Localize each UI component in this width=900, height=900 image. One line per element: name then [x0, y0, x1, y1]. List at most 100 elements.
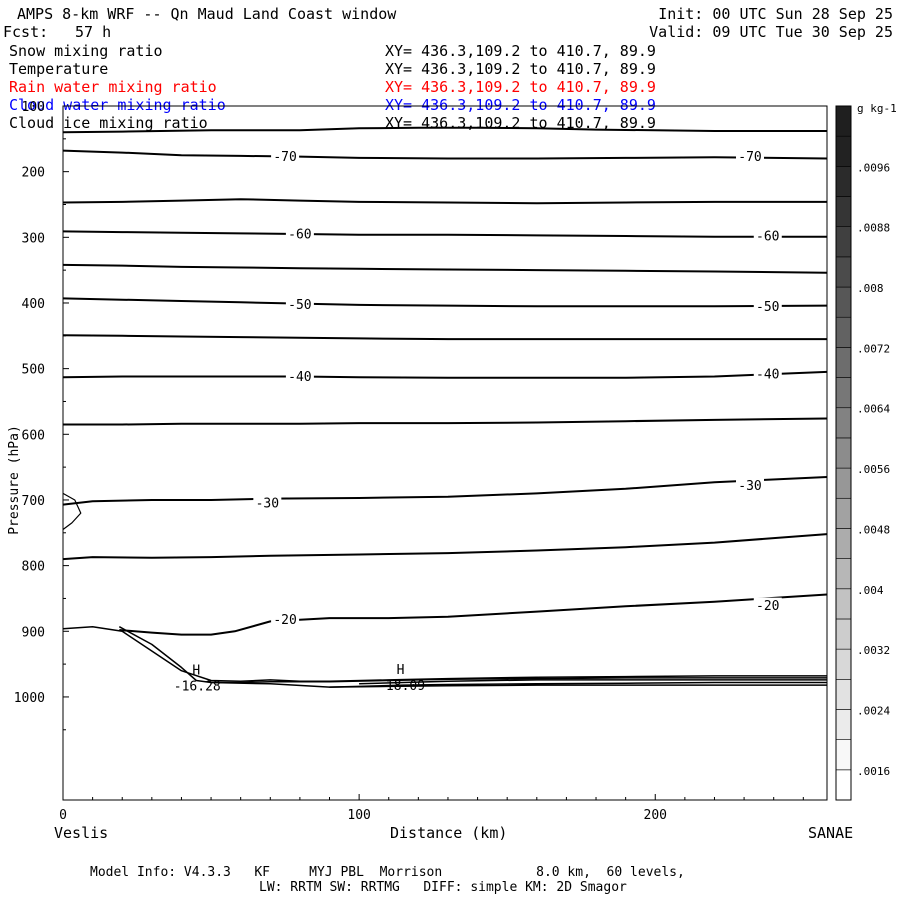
chart-title: AMPS 8-km WRF -- Qn Maud Land Coast wind… — [17, 5, 397, 23]
y-tick-label: 700 — [22, 494, 45, 509]
isotherm-line — [62, 149, 828, 160]
x-tick-label: 200 — [644, 808, 667, 823]
colorbar-segment — [835, 316, 852, 348]
high-value-label: -16.28 — [174, 679, 221, 694]
colorbar-segment — [835, 648, 852, 680]
contour-label-box — [285, 226, 314, 242]
colorbar-segment — [835, 709, 852, 740]
colorbar-segment — [835, 769, 852, 801]
forecast-label: Fcst: — [3, 23, 49, 41]
colorbar-tick-label: .0048 — [857, 523, 890, 536]
field-name: Cloud ice mixing ratio — [9, 114, 208, 132]
isotherm-line — [119, 593, 828, 636]
terrain-contour-line — [62, 625, 827, 682]
colorbar-tick-label: .0064 — [857, 403, 890, 416]
y-tick-label: 300 — [22, 231, 45, 246]
contour-label-box — [736, 148, 765, 164]
plot-frame — [62, 105, 828, 801]
x-tick-label: 100 — [347, 808, 370, 823]
isotherm-label: -70 — [738, 150, 761, 165]
colorbar-segment — [835, 437, 852, 469]
isotherm-line — [62, 334, 827, 341]
field-name: Rain water mixing ratio — [9, 78, 217, 96]
colorbar-tick-label: .0016 — [857, 765, 890, 778]
colorbar-segment — [835, 467, 852, 499]
colorbar-tick-label: .0032 — [857, 644, 890, 657]
colorbar-segment — [835, 558, 852, 590]
colorbar-tick-label: .0024 — [857, 704, 890, 717]
colorbar-segment — [835, 679, 852, 710]
colorbar-segment — [835, 226, 852, 258]
colorbar-tick-label: .0072 — [857, 342, 890, 355]
contour-label-box — [253, 495, 282, 511]
y-tick-label: 500 — [22, 363, 45, 378]
isotherm-line — [62, 126, 827, 134]
forecast-hours: 57 h — [75, 23, 112, 41]
colorbar-tick-label: .008 — [857, 282, 884, 295]
model-info-line2: LW: RRTM SW: RRTMG DIFF: simple KM: 2D S… — [259, 880, 627, 895]
y-tick-label: 600 — [22, 428, 45, 443]
isotherm-line — [62, 230, 827, 238]
colorbar-segment — [835, 166, 852, 197]
isotherm-label: -40 — [756, 367, 779, 382]
colorbar-segment — [835, 196, 852, 227]
contour-label-box — [753, 298, 782, 314]
isotherm-line — [62, 198, 827, 205]
model-info-line1: Model Info: V4.3.3 KF MYJ PBL Morrison 8… — [90, 865, 685, 880]
isotherm-label: -50 — [756, 300, 779, 315]
isotherm-label: -40 — [288, 370, 311, 385]
isotherm-label: -30 — [738, 479, 761, 494]
terrain-contour-line — [118, 626, 827, 684]
high-value-label: -18.09 — [378, 679, 425, 694]
field-xy-range: XY= 436.3,109.2 to 410.7, 89.9 — [385, 96, 656, 114]
field-name: Snow mixing ratio — [9, 42, 163, 60]
isotherm-label: -20 — [756, 599, 779, 614]
isotherm-line — [62, 263, 828, 274]
colorbar-segment — [835, 105, 852, 137]
isotherm-line — [62, 476, 828, 506]
contour-label-box — [736, 477, 765, 493]
contour-label-box — [753, 597, 782, 613]
colorbar-tick-label: .0088 — [857, 222, 890, 235]
y-tick-label: 1000 — [14, 691, 45, 706]
colorbar-segment — [835, 347, 852, 378]
x-end-label: SANAE — [808, 824, 854, 842]
colorbar-segment — [835, 377, 852, 409]
colorbar-segment — [835, 528, 852, 559]
y-tick-label: 100 — [22, 100, 45, 115]
contour-label-box — [753, 365, 782, 381]
contour-label-box — [271, 148, 300, 164]
y-tick-label: 900 — [22, 625, 45, 640]
x-tick-label: 0 — [59, 808, 67, 823]
isotherm-label: -30 — [256, 497, 279, 512]
field-xy-range: XY= 436.3,109.2 to 410.7, 89.9 — [385, 42, 656, 60]
isotherm-fragment — [62, 492, 82, 530]
colorbar-segment — [835, 618, 852, 650]
isotherm-label: -60 — [288, 228, 311, 243]
contour-label-box — [285, 368, 314, 384]
high-marker: H — [397, 663, 405, 678]
isotherm-label: -60 — [756, 230, 779, 245]
valid-time: Valid: 09 UTC Tue 30 Sep 25 — [649, 23, 893, 41]
colorbar-frame — [835, 105, 852, 801]
y-tick-label: 400 — [22, 297, 45, 312]
colorbar-tick-label: .0096 — [857, 161, 890, 174]
isotherm-label: -50 — [288, 298, 311, 313]
y-tick-label: 200 — [22, 166, 45, 181]
colorbar-segment — [835, 588, 852, 620]
colorbar-segment — [835, 407, 852, 439]
isotherm-line — [63, 417, 828, 426]
colorbar-segment — [835, 739, 852, 771]
x-axis-label: Distance (km) — [390, 824, 508, 842]
isotherm-line — [62, 297, 828, 308]
colorbar-segment — [835, 256, 852, 288]
isotherm-label: -70 — [273, 150, 296, 165]
colorbar-segment — [835, 135, 852, 167]
field-xy-range: XY= 436.3,109.2 to 410.7, 89.9 — [385, 60, 656, 78]
terrain-contour-line — [329, 684, 827, 688]
y-axis-title: Pressure (hPa) — [7, 425, 22, 535]
colorbar-segment — [835, 497, 852, 529]
contour-label-box — [753, 228, 782, 244]
field-name: Temperature — [9, 60, 109, 78]
